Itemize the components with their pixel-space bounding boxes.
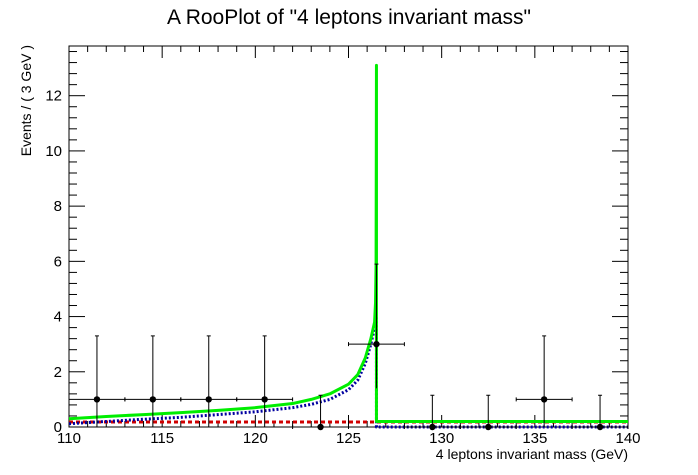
data-points [68, 263, 629, 431]
y-tick-label: 2 [54, 364, 62, 381]
data-point-marker [93, 396, 101, 403]
data-point-marker [540, 396, 548, 403]
y-tick-labels: 0 2 4 6 8 10 12 [45, 88, 62, 436]
x-tick-label: 120 [243, 430, 268, 447]
x-tick-label: 130 [429, 430, 454, 447]
data-point-marker [373, 340, 380, 348]
y-tick-label: 12 [45, 88, 62, 105]
y-tick-label: 6 [54, 253, 62, 270]
data-point [68, 335, 126, 427]
data-point-marker [317, 423, 324, 431]
data-point [124, 335, 182, 427]
data-point-marker [149, 396, 157, 403]
data-point [292, 394, 349, 431]
data-point [571, 394, 629, 431]
data-point-marker [261, 396, 268, 403]
x-tick-label: 125 [336, 430, 361, 447]
x-axis-title: 4 leptons invariant mass (GeV) [436, 446, 628, 462]
y-tick-label: 4 [54, 309, 62, 326]
data-point-marker [429, 423, 436, 431]
y-axis-title: Events / ( 3 GeV ) [18, 45, 34, 156]
data-point [515, 335, 573, 427]
x-tick-label: 110 [57, 430, 81, 447]
axis-ticks [68, 46, 629, 428]
x-tick-label: 135 [522, 430, 547, 447]
y-tick-label: 8 [54, 198, 62, 215]
data-point [403, 394, 461, 431]
x-tick-label: 115 [150, 430, 174, 447]
data-point [236, 335, 294, 427]
data-point-marker [205, 396, 212, 403]
y-tick-label: 10 [45, 143, 62, 160]
x-tick-label: 140 [615, 430, 640, 447]
data-point-marker [485, 423, 492, 431]
data-point [348, 263, 405, 389]
chart-title: A RooPlot of "4 leptons invariant mass" [167, 6, 531, 29]
x-tick-labels: 110 115 120 125 130 135 140 [57, 430, 640, 447]
y-tick-label: 0 [54, 419, 62, 436]
data-point [459, 394, 517, 431]
data-point-marker [596, 423, 604, 431]
